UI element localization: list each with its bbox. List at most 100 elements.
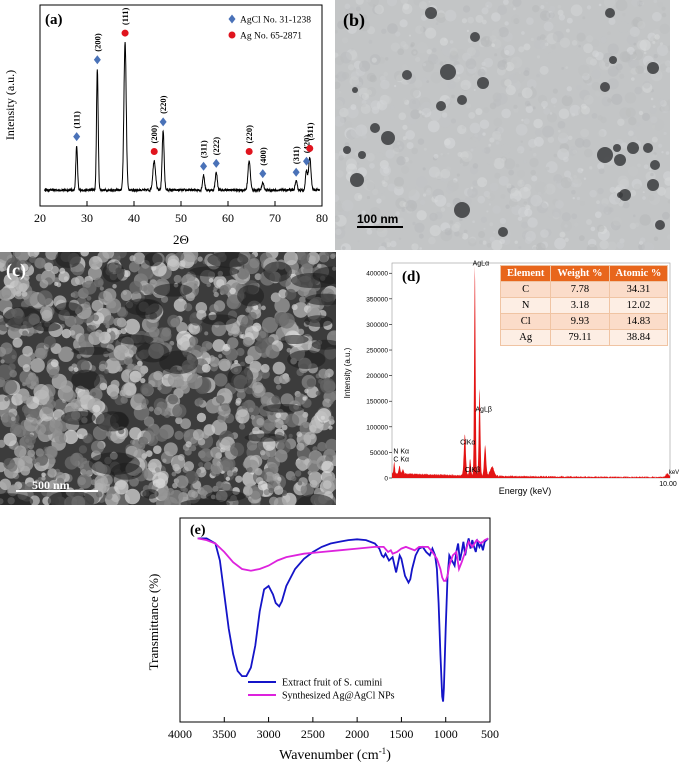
xrd-x-tick-label: 50: [175, 211, 187, 225]
agcl-peak-marker: [159, 117, 167, 127]
xrd-panel: (a) AgCl No. 31-1238 Ag No. 65-2871 20 30 4…: [0, 0, 335, 250]
xrd-x-tick-label: 70: [269, 211, 281, 225]
eds-table-header-row: Element Weight % Atomic %: [499, 265, 669, 282]
xrd-peak-label: (222): [211, 137, 221, 156]
eds-weight-cell: 7.78: [550, 281, 610, 298]
eds-y-tick-label: 300000: [366, 322, 388, 329]
ftir-x-tick-label: 4000: [168, 727, 192, 741]
eds-atomic-cell: 12.02: [608, 297, 669, 314]
eds-element-cell: N: [499, 297, 552, 314]
xrd-legend-entry: AgCl No. 31-1238: [228, 14, 311, 26]
eds-peak-label: C Kα: [393, 457, 409, 464]
ftir-plot-frame: [179, 517, 491, 723]
xrd-peak-label: (111): [72, 111, 82, 129]
ftir-x-tick-label: 2500: [301, 727, 325, 741]
xrd-legend: AgCl No. 31-1238 Ag No. 65-2871: [228, 14, 311, 42]
sem-texture: [0, 252, 336, 505]
xrd-pattern-line: [44, 41, 321, 194]
eds-table-header: Weight %: [550, 265, 610, 282]
ftir-x-axis-label: Wavenumber (cm-1): [279, 746, 391, 763]
eds-peak-label: AgLβ: [475, 406, 491, 413]
tem-scale-bar: [357, 226, 403, 228]
xrd-peak-label: (400): [258, 147, 268, 166]
table-row: Ag 79.11 38.84: [499, 329, 669, 346]
eds-peak-label: ClKβ: [465, 467, 480, 474]
xrd-y-axis-label: Intensity (a.u.): [3, 70, 17, 140]
ftir-x-tick-label: 1000: [434, 727, 458, 741]
tem-image: (b) 100 nm: [335, 0, 670, 250]
agcl-peak-marker: [93, 55, 101, 65]
svg-text:Ag No. 65-2871: Ag No. 65-2871: [240, 32, 302, 42]
xrd-x-tick-label: 80: [316, 211, 328, 225]
eds-peak-label: ClKα: [460, 440, 475, 447]
ftir-series: [197, 537, 489, 702]
ftir-panel: (e) 4000 3500 3000 2500 2000 1500 1000 500 Extr…: [140, 510, 500, 765]
eds-y-tick-label: 350000: [366, 296, 388, 303]
svg-text:Extract fruit of S. cumini: Extract fruit of S. cumini: [282, 678, 382, 689]
panel-label-c: (c): [6, 260, 26, 280]
sem-image: (c) 500 nm: [0, 252, 336, 505]
eds-atomic-cell: 38.84: [608, 329, 669, 346]
agcl-peak-marker: [292, 167, 300, 177]
xrd-peak-label: (311): [291, 146, 301, 164]
ftir-chart: (e) 4000 3500 3000 2500 2000 1500 1000 500 Extr…: [146, 517, 499, 763]
ftir-legend: Extract fruit of S. cumini Synthesized Ag…: [248, 678, 395, 702]
eds-table-header: Atomic %: [608, 265, 669, 282]
xrd-x-tick-label: 60: [222, 211, 234, 225]
xrd-peak-label: (200): [92, 33, 102, 52]
table-row: N 3.18 12.02: [499, 297, 669, 314]
sem-scale-bar: [16, 490, 98, 492]
eds-y-tick-label: 0: [384, 476, 388, 483]
eds-peak-labels: N Kα C Kα ClKα ClKβ AgLα AgLβ: [393, 261, 491, 474]
ftir-x-tick-label: 2000: [345, 727, 369, 741]
eds-x-end-label: 10.00: [659, 481, 677, 488]
eds-y-axis-label: Intensity (a.u.): [343, 347, 352, 398]
eds-element-cell: C: [499, 281, 552, 298]
ftir-x-tick-label: 3500: [212, 727, 236, 741]
eds-element-cell: Ag: [499, 329, 552, 346]
eds-table-header: Element: [499, 265, 552, 282]
agcl-peak-marker: [73, 132, 81, 142]
agcl-peak-marker: [212, 158, 220, 168]
xrd-peak-label: (111): [120, 7, 130, 25]
eds-y-tick-label: 50000: [370, 450, 388, 457]
eds-x-unit-label: keV: [669, 470, 679, 476]
xrd-peak-label: (311): [305, 122, 315, 140]
eds-element-cell: Cl: [499, 313, 552, 330]
eds-composition-table: Element Weight % Atomic % C 7.78 34.31 N…: [499, 265, 669, 346]
xrd-peak-annotations: (111)(200)(111)(200)(220)(311) (222)(220)…: [72, 7, 315, 179]
table-row: C 7.78 34.31: [499, 281, 669, 298]
xrd-peak-label: (311): [199, 140, 209, 158]
eds-y-tick-label: 150000: [366, 399, 388, 406]
xrd-peak-label: (220): [158, 95, 168, 114]
ftir-x-ticks: 4000 3500 3000 2500 2000 1500 1000 500: [168, 717, 499, 741]
ftir-x-tick-label: 3000: [257, 727, 281, 741]
xrd-peak-label: (420): [301, 135, 311, 154]
xrd-chart: (a) AgCl No. 31-1238 Ag No. 65-2871 20 30 4…: [3, 4, 328, 247]
xrd-x-tick-label: 40: [128, 211, 140, 225]
tem-scale-label: 100 nm: [357, 212, 399, 226]
xrd-x-tick-label: 20: [34, 211, 46, 225]
eds-weight-cell: 3.18: [550, 297, 610, 314]
eds-peak-label: AgLα: [473, 261, 490, 268]
xrd-peak-label: (200): [149, 125, 159, 144]
ag-peak-marker: [150, 147, 158, 155]
xrd-legend-entry: Ag No. 65-2871: [228, 31, 302, 42]
eds-weight-cell: 79.11: [550, 329, 610, 346]
ag-peak-marker: [121, 29, 129, 37]
ftir-legend-entry: Extract fruit of S. cumini: [248, 678, 382, 689]
panel-label-d: (d): [402, 269, 420, 285]
ftir-x-tick-label: 1500: [389, 727, 413, 741]
ftir-y-axis-label: Transmittance (%): [146, 574, 161, 671]
agcl-peak-marker: [302, 156, 310, 166]
xrd-peak-label: (220): [244, 125, 254, 144]
xrd-x-ticks: 20 30 40 50 60 70 80: [34, 201, 328, 225]
agcl-peak-marker: [200, 161, 208, 171]
eds-atomic-cell: 34.31: [608, 281, 669, 298]
ag-peak-marker: [245, 147, 253, 155]
eds-y-tick-label: 400000: [366, 271, 388, 278]
panel-label-e: (e): [190, 523, 206, 538]
table-row: Cl 9.93 14.83: [499, 313, 669, 330]
eds-peak-label: N Kα: [393, 448, 409, 455]
ftir-x-tick-label: 500: [481, 727, 499, 741]
